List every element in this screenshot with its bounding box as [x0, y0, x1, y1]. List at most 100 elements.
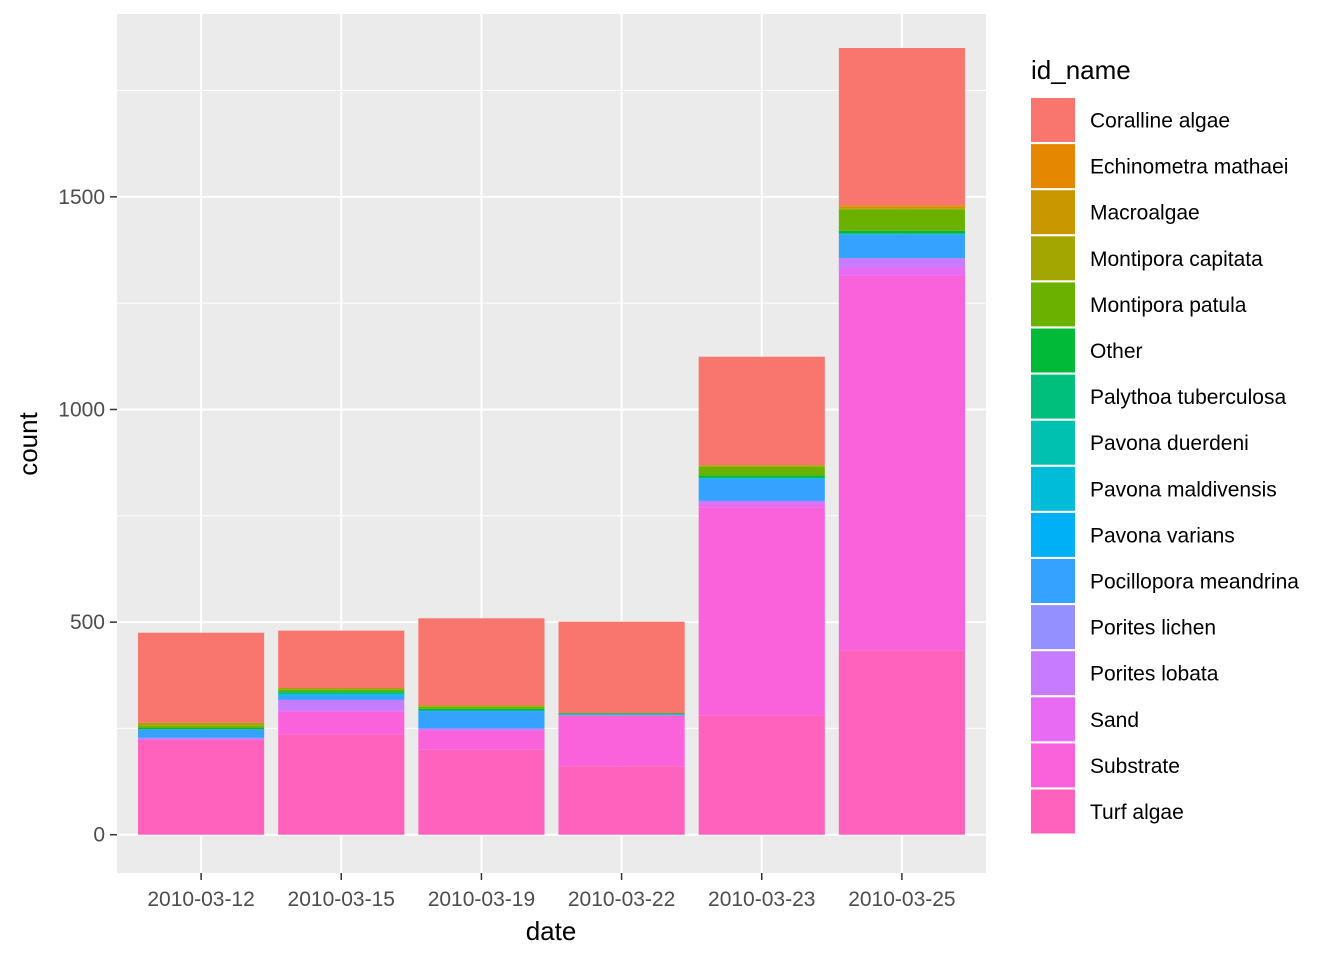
legend-label: Sand — [1090, 709, 1139, 732]
legend-label: Pavona duerdeni — [1090, 432, 1249, 455]
legend-label: Turf algae — [1090, 801, 1184, 824]
legend-key — [1031, 421, 1075, 465]
bar-segment — [699, 475, 825, 478]
bar-segment — [278, 700, 404, 711]
bar-segment — [418, 709, 544, 711]
legend-key — [1031, 98, 1075, 142]
y-tick-label: 0 — [93, 824, 105, 847]
bar-segment — [839, 234, 965, 258]
x-tick-label: 2010-03-15 — [288, 888, 395, 911]
bar-segment — [699, 716, 825, 835]
bar-segment — [699, 357, 825, 465]
bar-segment — [278, 689, 404, 691]
bar-segment — [559, 622, 685, 713]
y-axis-title: count — [13, 411, 43, 475]
bar-segment — [699, 501, 825, 503]
legend-label: Porites lichen — [1090, 617, 1216, 640]
x-tick-label: 2010-03-25 — [848, 888, 955, 911]
bar-segment — [699, 507, 825, 715]
bar-segment — [278, 696, 404, 700]
bar-segment — [839, 258, 965, 267]
bar-segment — [839, 210, 965, 231]
bar-segment — [138, 728, 264, 729]
legend-label: Coralline algae — [1090, 110, 1230, 133]
bar-segment — [138, 729, 264, 738]
bar-segment — [278, 734, 404, 834]
legend-label: Echinometra mathaei — [1090, 156, 1288, 179]
legend: id_name Coralline algae Echinometra matha… — [1031, 55, 1299, 834]
bar-segment — [278, 694, 404, 695]
bar-segment — [839, 267, 965, 276]
legend-key — [1031, 144, 1075, 188]
legend-label: Montipora patula — [1090, 294, 1247, 317]
x-tick-label: 2010-03-12 — [147, 888, 254, 911]
bar-segment — [839, 207, 965, 209]
bar-segment — [278, 712, 404, 735]
bar-segment — [138, 723, 264, 726]
bar-segment — [699, 479, 825, 501]
legend-key — [1031, 282, 1075, 326]
legend-key — [1031, 190, 1075, 234]
legend-key — [1031, 790, 1075, 834]
x-axis-title: date — [526, 916, 577, 946]
bar-segment — [839, 208, 965, 209]
bar-segment — [278, 711, 404, 712]
bar-segment — [559, 715, 685, 766]
legend-key — [1031, 559, 1075, 603]
legend-title: id_name — [1031, 55, 1131, 85]
legend-key — [1031, 605, 1075, 649]
legend-key — [1031, 236, 1075, 280]
bar-segment — [418, 705, 544, 706]
bar-segment — [418, 731, 544, 750]
legend-label: Palythoa tuberculosa — [1090, 386, 1286, 409]
legend-label: Pavona maldivensis — [1090, 478, 1277, 501]
bar-segment — [839, 231, 965, 234]
bar-segment — [138, 738, 264, 740]
bar-segment — [418, 711, 544, 728]
bar-segment — [278, 693, 404, 694]
y-tick-label: 500 — [70, 611, 105, 634]
legend-key — [1031, 467, 1075, 511]
bar-segment — [138, 726, 264, 728]
bar-segment — [699, 465, 825, 467]
legend-key — [1031, 697, 1075, 741]
bar-segment — [839, 650, 965, 835]
legend-label: Porites lobata — [1090, 663, 1219, 686]
legend-key — [1031, 329, 1075, 373]
legend-key — [1031, 743, 1075, 787]
bar-segment — [418, 750, 544, 835]
bar-segment — [418, 728, 544, 730]
bar-segment — [559, 713, 685, 714]
bar-segment — [418, 711, 544, 712]
legend-label: Pavona varians — [1090, 524, 1235, 547]
legend-label: Pocillopora meandrina — [1090, 571, 1299, 594]
legend-label: Other — [1090, 340, 1143, 363]
legend-key — [1031, 651, 1075, 695]
y-tick-label: 1000 — [58, 398, 105, 421]
x-tick-label: 2010-03-19 — [428, 888, 535, 911]
bar-segment — [278, 688, 404, 689]
bar-segment — [559, 766, 685, 834]
bar-segment — [138, 633, 264, 723]
y-tick-label: 1500 — [58, 186, 105, 209]
bar-segment — [418, 707, 544, 709]
bar-segment — [839, 48, 965, 205]
x-tick-label: 2010-03-23 — [708, 888, 815, 911]
legend-key — [1031, 513, 1075, 557]
legend-label: Substrate — [1090, 755, 1180, 778]
bar-segment — [278, 691, 404, 692]
bar-segment — [138, 740, 264, 835]
bar-segment — [699, 467, 825, 476]
bar-segment — [278, 631, 404, 688]
legend-key — [1031, 375, 1075, 419]
bar-segment — [839, 276, 965, 650]
bar-segment — [839, 205, 965, 206]
bar-segment — [559, 714, 685, 715]
bar-segment — [278, 694, 404, 695]
legend-label: Macroalgae — [1090, 202, 1200, 225]
bar-segment — [418, 618, 544, 705]
bar-segment — [699, 478, 825, 479]
bar-segment — [839, 233, 965, 234]
